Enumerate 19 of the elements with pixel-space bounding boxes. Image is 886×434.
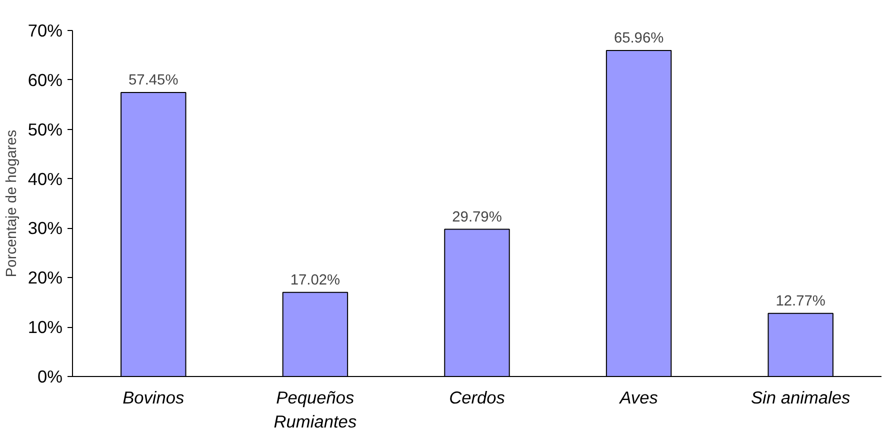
y-tick-label: 20% xyxy=(28,268,63,288)
data-label: 29.79% xyxy=(452,209,502,226)
x-tick-label: Sin animales xyxy=(750,388,851,408)
x-tick-label: Bovinos xyxy=(122,388,185,408)
y-axis-title: Porcentaje de hogares xyxy=(4,130,20,278)
data-label: 17.02% xyxy=(290,272,340,288)
x-tick-label: Aves xyxy=(618,388,658,408)
x-tick-label: Pequeños Rumiantes xyxy=(274,388,357,432)
y-tick-label: 10% xyxy=(28,317,63,338)
data-label: 57.45% xyxy=(128,72,178,89)
y-tick-label: 0% xyxy=(37,366,62,386)
data-label: 12.77% xyxy=(776,293,826,310)
x-tick-label: Cerdos xyxy=(449,388,506,408)
y-tick-label: 30% xyxy=(28,218,63,238)
y-tick-label: 60% xyxy=(28,70,63,90)
data-label: 65.96% xyxy=(614,30,664,46)
y-tick-label: 70% xyxy=(28,20,63,40)
y-tick-label: 50% xyxy=(28,119,63,140)
y-tick-label: 40% xyxy=(28,168,63,189)
